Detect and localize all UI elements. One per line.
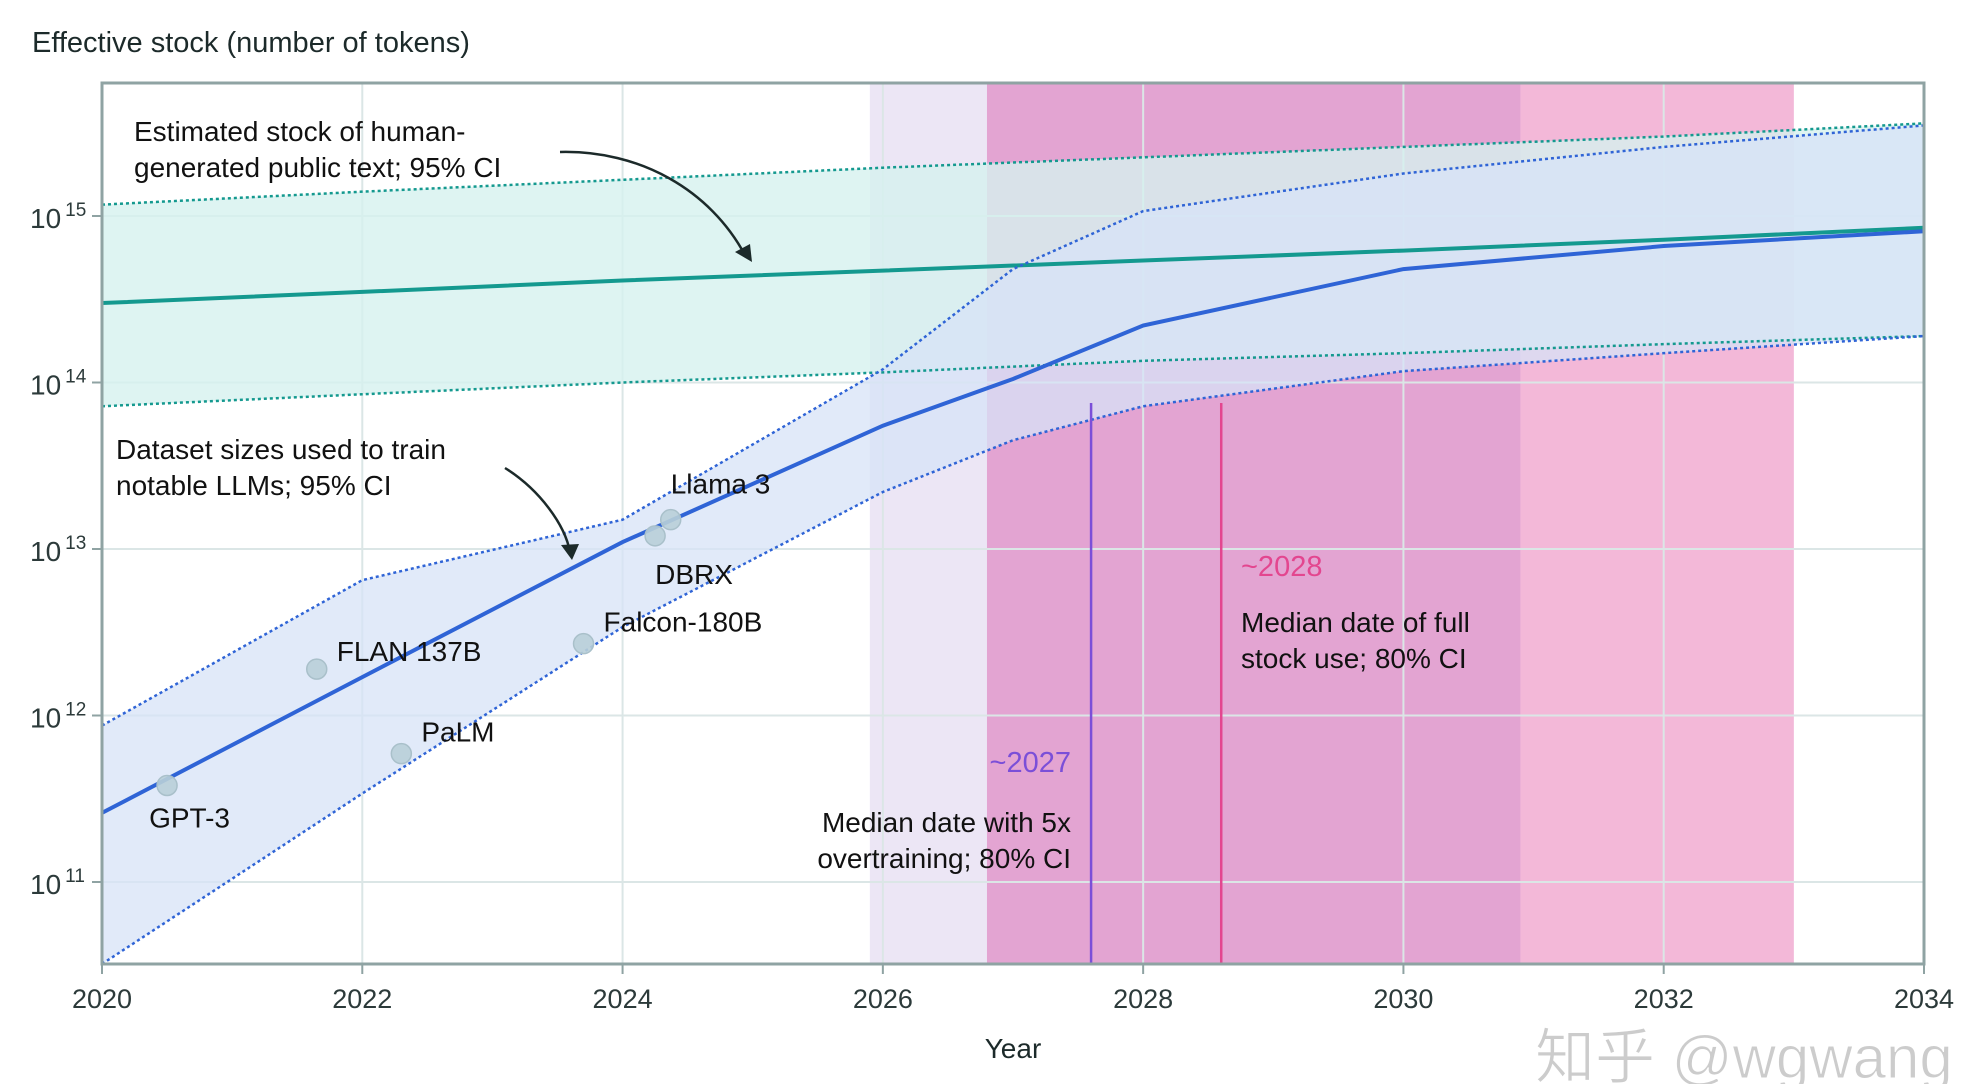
x-tick-label: 2022 [332,984,392,1014]
point-label: Llama 3 [671,469,771,500]
y-tick-label: 10 13 [30,533,86,567]
x-axis-label: Year [985,1033,1042,1064]
annotation-median-full: Median date of full [1241,607,1470,638]
x-tick-label: 2028 [1113,984,1173,1014]
point-label: PaLM [421,717,494,748]
annotation-dataset: notable LLMs; 95% CI [116,470,392,501]
point-label: Falcon-180B [604,607,763,638]
vline-label-median_full: ~2028 [1241,551,1322,583]
annotation-median-5x: overtraining; 80% CI [817,843,1071,874]
x-tick-label: 2024 [593,984,653,1014]
arrow-dataset [504,466,572,553]
plot-frame [100,81,1926,966]
x-tick-label: 2020 [72,984,132,1014]
x-tick-label: 2030 [1373,984,1433,1014]
annotation-median-full: stock use; 80% CI [1241,643,1467,674]
vline-label-median_5x: ~2027 [990,747,1071,779]
stock-median-line [101,225,1925,306]
point-label: FLAN 137B [337,636,482,667]
model-point [644,525,666,547]
arrowhead-stock [735,244,752,262]
annotation-dataset: Dataset sizes used to train [116,434,446,465]
point-label: GPT-3 [149,802,230,833]
y-tick-label: 10 11 [30,866,85,900]
model-point [305,658,328,680]
arrowhead-dataset [561,544,579,560]
x-tick-label: 2032 [1634,984,1694,1014]
stock-ci-lower [101,334,1925,408]
dataset-ci-upper [101,124,1925,727]
watermark: 知乎 @wgwang [1535,1024,1953,1084]
model-point [572,632,595,655]
dataset-ci-band [102,125,1924,965]
annotation-median-5x: Median date with 5x [822,807,1071,838]
point-label: DBRX [655,559,733,590]
chart-title: Effective stock (number of tokens) [32,27,470,59]
model-point [390,742,413,765]
annotation-stock: Estimated stock of human- [134,116,465,147]
dataset-ci-lower [101,334,1925,966]
dataset-median-line [101,229,1925,815]
x-tick-label: 2026 [853,984,913,1014]
model-point [659,508,682,531]
model-point [156,774,178,797]
y-tick-label: 10 14 [30,367,87,401]
stock-ci-upper [101,122,1925,206]
y-tick-label: 10 12 [30,700,86,734]
x-tick-label: 2034 [1894,984,1954,1014]
annotation-stock: generated public text; 95% CI [134,152,501,183]
arrow-stock [559,150,747,256]
y-tick-label: 10 15 [30,200,86,234]
